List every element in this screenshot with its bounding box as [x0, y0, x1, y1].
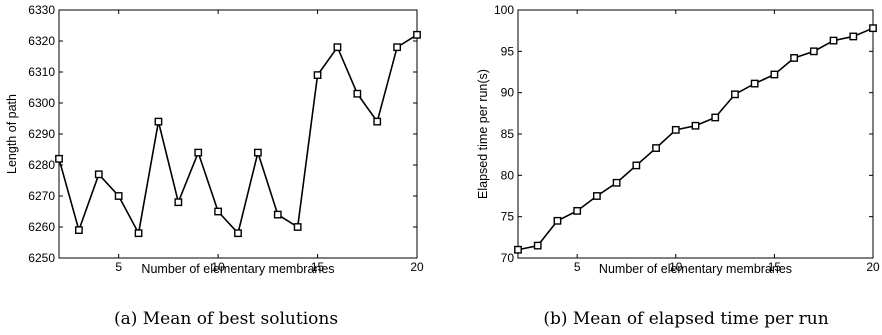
data-point-marker: [652, 144, 660, 152]
data-point-marker: [533, 241, 542, 250]
x-tick-label: 10: [669, 260, 683, 274]
data-point-marker: [273, 210, 282, 219]
data-point-marker: [849, 32, 858, 41]
y-axis-label: Length of path: [5, 94, 19, 174]
y-tick-label: 6250: [28, 251, 55, 265]
data-point-marker: [353, 89, 362, 98]
data-point-marker: [612, 178, 621, 187]
x-axis-label: Number of elementary membranes: [599, 262, 792, 276]
x-tick-label: 5: [115, 260, 122, 274]
data-point-marker: [114, 192, 123, 200]
data-point-marker: [253, 148, 262, 157]
data-point-marker: [829, 36, 838, 45]
data-point-marker: [134, 229, 143, 238]
data-point-marker: [770, 70, 779, 79]
y-tick-label: 6310: [28, 65, 55, 79]
series-line: [517, 27, 874, 251]
plot-frame: [58, 9, 418, 259]
y-tick-label: 75: [501, 210, 515, 224]
data-point-marker: [632, 161, 641, 170]
y-tick-label: 6320: [28, 34, 55, 48]
data-point-marker: [592, 192, 601, 200]
data-point-marker: [333, 43, 342, 52]
data-point-marker: [869, 24, 877, 33]
data-point-marker: [514, 245, 522, 254]
y-tick-label: 6330: [28, 3, 55, 17]
data-point-marker: [790, 54, 799, 62]
data-point-marker: [313, 71, 322, 80]
x-tick-label: 15: [311, 260, 325, 274]
data-point-marker: [413, 30, 421, 39]
panel-a: 6250 6260 6270 6280 6290 6300 6310 6320 6330 5 10 1…: [5, 3, 424, 329]
x-tick-label: 5: [574, 260, 581, 274]
data-point-marker: [154, 117, 163, 126]
data-point-marker: [671, 125, 680, 134]
y-tick-label: 6270: [28, 189, 55, 203]
y-tick-label: 70: [501, 251, 515, 265]
data-point-marker: [553, 216, 562, 225]
series-line: [58, 34, 418, 236]
data-point-marker: [393, 43, 402, 52]
data-point-marker: [74, 226, 83, 234]
data-point-marker: [711, 113, 720, 122]
data-point-marker: [373, 117, 382, 126]
y-tick-label: 6260: [28, 220, 55, 234]
y-tick-label: 80: [501, 168, 515, 182]
data-point-marker: [809, 47, 818, 56]
y-axis-label: Elapsed time per run(s): [476, 69, 490, 199]
panel-caption: (a) Mean of best solutions: [114, 309, 338, 329]
data-point-marker: [293, 223, 302, 231]
data-point-marker: [174, 198, 183, 207]
y-tick-label: 95: [501, 44, 515, 58]
y-tick-label: 85: [501, 127, 515, 141]
data-point-marker: [573, 206, 582, 215]
x-tick-label: 20: [866, 260, 880, 274]
data-point-marker: [731, 90, 739, 99]
data-point-marker: [214, 207, 223, 216]
data-point-marker: [691, 121, 700, 130]
data-point-marker: [55, 154, 63, 163]
x-axis-label: Number of elementary membranes: [141, 262, 334, 276]
panel-b: 70 75 80 85 90 95 100 5 10 15 20 Number of elementa…: [476, 3, 880, 329]
y-tick-label: 90: [501, 86, 515, 100]
data-point-marker: [750, 79, 759, 88]
y-tick-label: 6290: [28, 127, 55, 141]
y-tick-label: 6280: [28, 158, 55, 172]
y-tick-label: 100: [494, 3, 514, 17]
x-tick-label: 10: [211, 260, 225, 274]
x-tick-label: 20: [410, 260, 424, 274]
data-point-marker: [94, 170, 103, 179]
panel-caption: (b) Mean of elapsed time per run: [543, 309, 828, 329]
x-tick-label: 15: [768, 260, 782, 274]
data-point-marker: [194, 148, 203, 157]
data-point-marker: [234, 229, 242, 238]
y-tick-label: 6300: [28, 96, 55, 110]
